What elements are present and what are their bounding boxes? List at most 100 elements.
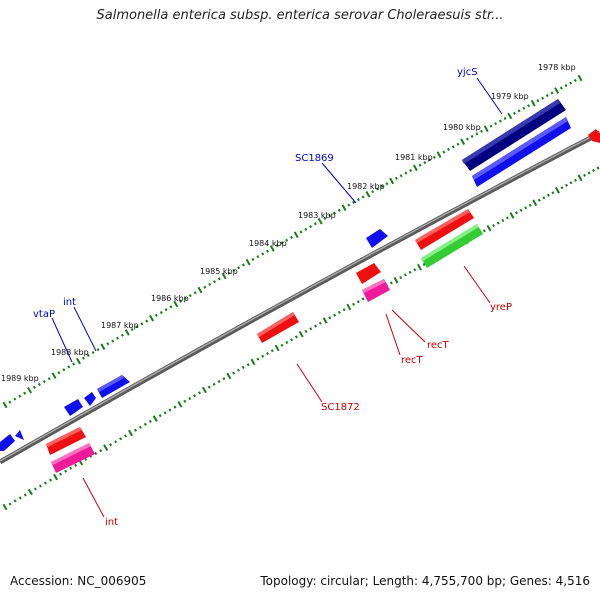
tick-mark — [413, 268, 417, 272]
tick-label-1980: 1980 kbp — [443, 123, 481, 132]
tick-mark — [197, 286, 203, 294]
tick-mark — [313, 222, 317, 226]
gene-forward-blue-2[interactable] — [64, 399, 83, 416]
gene-label-yreP: yreP — [490, 302, 512, 313]
tick-mark — [193, 291, 197, 295]
tick-mark — [275, 244, 279, 248]
tick-mark — [513, 111, 516, 115]
forward-strand-genes — [0, 99, 600, 451]
tick-mark — [498, 119, 502, 123]
tick-mark — [109, 443, 113, 447]
tick-mark — [409, 168, 413, 172]
tick-mark — [309, 225, 313, 229]
tick-mark — [188, 397, 192, 401]
tick-mark — [246, 363, 250, 367]
gene-label-SC1872: SC1872 — [321, 402, 360, 413]
tick-mark — [193, 394, 197, 398]
tick-mark — [583, 173, 586, 177]
tick-mark — [417, 263, 422, 271]
tick-label-1978: 1978 kbp — [538, 63, 576, 72]
tick-mark — [163, 411, 167, 415]
tick-mark — [188, 294, 192, 298]
gene-labels: yjcS SC1869 vtaP int yreP recT recT SC18… — [33, 67, 512, 528]
gene-forward-blue-1[interactable] — [472, 117, 571, 187]
tick-mark — [119, 437, 123, 441]
gene-label-int-reverse: int — [105, 517, 118, 528]
tick-mark — [542, 196, 546, 200]
tick-mark — [432, 155, 436, 159]
tick-mark — [213, 280, 216, 284]
gene-forward-red-edge[interactable] — [588, 129, 600, 143]
tick-mark — [298, 330, 304, 338]
accession-text: Accession: NC_006905 — [10, 574, 147, 588]
tick-mark — [536, 99, 540, 103]
tick-mark — [465, 137, 469, 141]
tick-mark — [62, 368, 66, 372]
tick-mark — [269, 245, 275, 252]
tick-mark — [227, 271, 231, 275]
tick-label-1981: 1981 kbp — [395, 153, 433, 162]
tick-mark — [232, 268, 236, 273]
tick-mark — [128, 429, 133, 437]
gene-label-int-forward: int — [63, 297, 76, 308]
tick-mark — [124, 329, 130, 336]
gene-vtaP[interactable] — [84, 392, 96, 406]
gene-int-reverse-pink[interactable] — [51, 443, 95, 473]
gene-recT-2[interactable] — [362, 279, 390, 302]
genome-backbone — [0, 130, 600, 465]
gene-yjcS[interactable] — [462, 99, 566, 171]
gene-SC1869[interactable] — [366, 229, 388, 248]
tick-mark — [38, 484, 42, 488]
tick-mark — [290, 338, 294, 342]
tick-mark — [371, 190, 375, 194]
gene-SC1872[interactable] — [257, 312, 299, 343]
gene-forward-blue-3[interactable] — [0, 434, 15, 451]
tick-mark — [412, 164, 418, 172]
tick-mark — [143, 422, 147, 426]
tick-mark — [148, 419, 152, 423]
tick-mark — [436, 151, 442, 158]
tick-mark — [251, 257, 255, 261]
tick-mark — [352, 302, 356, 306]
tick-mark — [352, 200, 356, 204]
tick-mark — [569, 81, 573, 85]
tick-label-1987: 1987 kbp — [101, 321, 139, 330]
tick-mark — [447, 147, 450, 151]
tick-label-1986: 1986 kbp — [151, 294, 189, 303]
gene-int-reverse-red[interactable] — [46, 427, 86, 455]
tick-mark — [565, 183, 568, 187]
tick-mark — [442, 150, 446, 154]
tick-mark — [587, 171, 591, 175]
tick-mark — [399, 276, 403, 280]
tick-mark — [280, 343, 284, 347]
tick-mark — [44, 481, 47, 485]
tick-mark — [528, 203, 532, 207]
tick-mark — [226, 372, 232, 380]
tick-mark — [333, 211, 336, 215]
tick-mark — [489, 124, 493, 128]
gene-reverse-red-1[interactable] — [415, 209, 474, 250]
tick-mark — [541, 96, 545, 100]
gene-forward-blue-4[interactable] — [15, 430, 24, 440]
tick-mark — [323, 216, 327, 220]
tick-mark — [554, 87, 560, 94]
tick-mark — [158, 414, 162, 418]
tick-mark — [27, 488, 33, 496]
tick-mark — [124, 434, 128, 438]
tick-mark — [106, 342, 110, 346]
label-leader-lines — [51, 77, 503, 518]
gene-recT-1[interactable] — [356, 263, 381, 284]
gene-yreP[interactable] — [421, 224, 483, 268]
gene-int-forward[interactable] — [97, 375, 130, 398]
tick-mark — [559, 86, 563, 90]
tick-mark — [560, 186, 564, 190]
tick-mark — [333, 313, 337, 317]
tick-mark — [475, 132, 479, 136]
tick-mark — [207, 385, 211, 389]
tick-mark — [483, 125, 489, 133]
tick-mark — [13, 397, 17, 401]
tick-mark — [274, 344, 280, 352]
tick-mark — [72, 362, 76, 366]
tick-mark — [577, 174, 583, 182]
tick-mark — [361, 297, 365, 301]
